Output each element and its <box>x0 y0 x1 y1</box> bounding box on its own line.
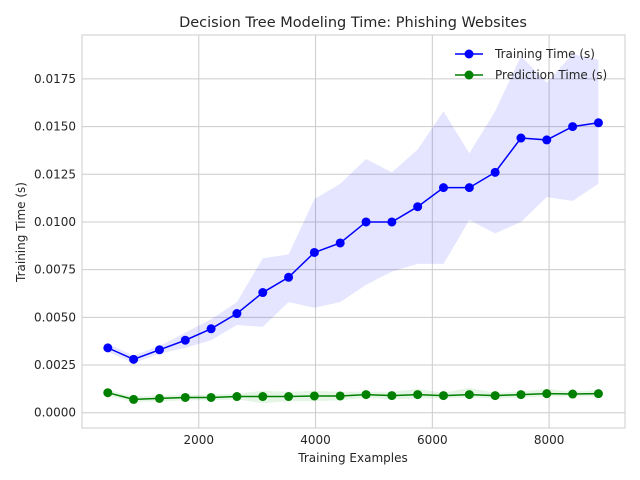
x-tick-label: 6000 <box>417 433 448 447</box>
series-1-point <box>154 345 164 355</box>
series-2-point <box>206 392 216 402</box>
series-1-point <box>335 238 345 248</box>
series-1-point <box>516 133 526 143</box>
series-1-point <box>361 217 371 227</box>
x-tick-label: 8000 <box>534 433 565 447</box>
x-tick-label: 2000 <box>184 433 215 447</box>
series-1-point <box>103 343 113 353</box>
y-tick-label: 0.0075 <box>34 263 76 277</box>
y-tick-label: 0.0125 <box>34 167 76 181</box>
legend-label: Training Time (s) <box>494 47 595 61</box>
y-axis-label: Training Time (s) <box>14 182 28 283</box>
series-2-point <box>542 389 552 399</box>
legend-marker <box>464 49 474 59</box>
series-2-point <box>516 390 526 400</box>
series-1-point <box>490 167 500 177</box>
series-1-point <box>258 288 268 298</box>
y-tick-label: 0.0000 <box>34 406 76 420</box>
plot-area: 2000 4000 6000 8000 0.0000 0.0025 0.0050 0.0075… <box>34 34 626 447</box>
series-2-point <box>413 390 423 400</box>
series-2-point <box>284 392 294 402</box>
series-1-point <box>568 122 578 132</box>
y-tick-label: 0.0025 <box>34 358 76 372</box>
series-1-point <box>232 309 242 319</box>
legend: Training Time (s) Prediction Time (s) <box>455 47 607 82</box>
x-tick-label: 4000 <box>300 433 331 447</box>
series-1-point <box>593 118 603 128</box>
series-2-point <box>103 388 113 398</box>
x-axis-label: Training Examples <box>297 451 407 465</box>
series-2-point <box>490 391 500 401</box>
legend-marker <box>464 70 474 80</box>
chart-title: Decision Tree Modeling Time: Phishing We… <box>179 15 527 31</box>
series-2-point <box>180 392 190 402</box>
series-2-point <box>335 391 345 401</box>
series-2-point <box>154 393 164 403</box>
series-2-point <box>361 390 371 400</box>
series-2-point <box>387 391 397 401</box>
series-1-point <box>542 135 552 145</box>
series-2-point <box>593 389 603 399</box>
legend-label: Prediction Time (s) <box>495 68 607 82</box>
y-tick-label: 0.0175 <box>34 72 76 86</box>
series-1-point <box>206 324 216 334</box>
series-1-point <box>309 247 319 257</box>
series-1-point <box>129 354 139 364</box>
series-1-point <box>180 335 190 345</box>
series-1-point <box>387 217 397 227</box>
series-1-line <box>107 122 599 361</box>
series-2-point <box>232 392 242 402</box>
series-2-point <box>258 392 268 402</box>
series-1-point <box>464 183 474 193</box>
y-tick-label: 0.0050 <box>34 310 76 324</box>
series-2-point <box>568 389 578 399</box>
series-1-point <box>284 272 294 282</box>
series-2-point <box>309 391 319 401</box>
series-1-band <box>107 54 599 364</box>
plot-frame <box>81 34 626 429</box>
y-tick-label: 0.0100 <box>34 215 76 229</box>
series-2-point <box>129 394 139 404</box>
series-2-point <box>464 390 474 400</box>
series-1-point <box>438 183 448 193</box>
y-tick-label: 0.0150 <box>34 120 76 134</box>
series-1-point <box>413 202 423 212</box>
series-2-point <box>438 391 448 401</box>
